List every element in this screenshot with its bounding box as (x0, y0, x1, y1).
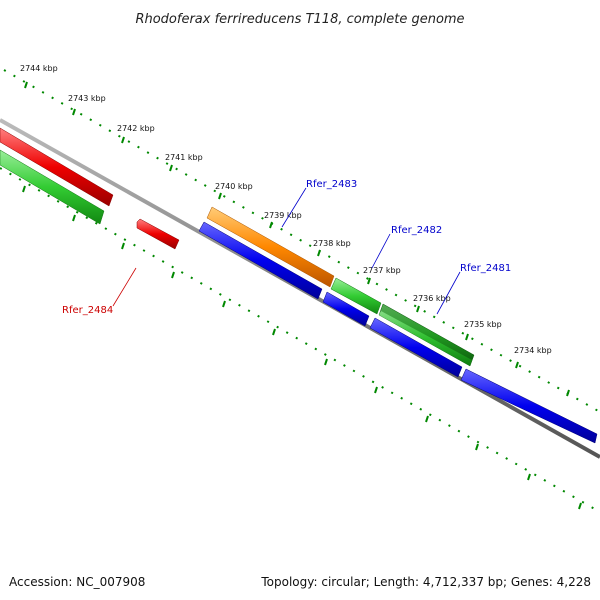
gene-blue-1[interactable] (198, 221, 323, 300)
gene-red-rfer-2484[interactable] (136, 218, 180, 250)
tick-label-2741: 2741 kbp (165, 153, 203, 162)
label-rfer-2483[interactable]: Rfer_2483 (306, 179, 357, 190)
gene-blue-2[interactable] (322, 291, 370, 327)
genome-summary-text: Topology: circular; Length: 4,712,337 bp… (260, 575, 591, 589)
tick-2737 (367, 277, 371, 285)
tick-label-2734: 2734 kbp (514, 346, 552, 355)
outer-dotted-ring (3, 69, 600, 413)
tick-2742 (121, 136, 125, 144)
gene-green-rfer-2481-light (379, 311, 472, 366)
inner-tick (324, 358, 328, 366)
leader-rfer-2482 (371, 233, 391, 269)
leader-rfer-2484 (112, 267, 137, 307)
tick-label-2736: 2736 kbp (413, 294, 451, 303)
label-rfer-2481[interactable]: Rfer_2481 (460, 263, 511, 274)
gene-blue-3[interactable] (369, 317, 463, 378)
inner-tick (272, 328, 276, 336)
tick-2734 (515, 361, 519, 369)
gene-labels: Rfer_2483 Rfer_2482 Rfer_2481 Rfer_2484 (62, 179, 511, 316)
tick-2743 (72, 108, 76, 116)
inner-tick (578, 502, 582, 510)
label-rfer-2482[interactable]: Rfer_2482 (391, 225, 442, 236)
tick-labels: 2744 kbp 2743 kbp 2742 kbp 2741 kbp 2740… (20, 64, 552, 355)
tick-label-2737: 2737 kbp (363, 266, 401, 275)
gene-green-rfer-2482[interactable] (330, 277, 382, 315)
gene-red-top[interactable] (0, 127, 114, 207)
genome-title: Rhodoferax ferrireducens T118, complete … (135, 12, 464, 27)
tick-label-2738: 2738 kbp (313, 239, 351, 248)
accession-text: Accession: NC_007908 (9, 575, 145, 589)
tick-2736 (416, 305, 420, 313)
inner-tick (22, 185, 26, 193)
gene-green-left[interactable] (0, 149, 105, 225)
leader-rfer-2483 (281, 187, 307, 228)
inner-tick (171, 271, 175, 279)
tick-2735 (465, 333, 469, 341)
tick-2740 (218, 192, 222, 200)
tick-label-2735: 2735 kbp (464, 320, 502, 329)
tick-label-2742: 2742 kbp (117, 124, 155, 133)
inner-tick (121, 242, 125, 250)
genes (0, 127, 598, 444)
tick-label-2739: 2739 kbp (264, 211, 302, 220)
gene-orange-rfer-2483[interactable] (206, 206, 335, 288)
tick-label-2740: 2740 kbp (215, 182, 253, 191)
inner-tick (72, 214, 76, 222)
tick-label-2743: 2743 kbp (68, 94, 106, 103)
tick-2738 (317, 249, 321, 257)
inner-tick (374, 386, 378, 394)
leader-rfer-2481 (436, 271, 461, 315)
tick-2733 (566, 389, 570, 397)
tick-label-2744: 2744 kbp (20, 64, 58, 73)
inner-tick (475, 443, 479, 451)
tick-2744 (24, 81, 28, 89)
tick-2739 (269, 221, 273, 229)
inner-tick (222, 300, 226, 308)
gene-blue-4[interactable] (460, 368, 598, 444)
inner-tick (425, 415, 429, 423)
inner-tick (527, 473, 531, 481)
tick-marks (22, 81, 582, 510)
tick-2741 (169, 164, 173, 172)
label-rfer-2484[interactable]: Rfer_2484 (62, 305, 113, 316)
